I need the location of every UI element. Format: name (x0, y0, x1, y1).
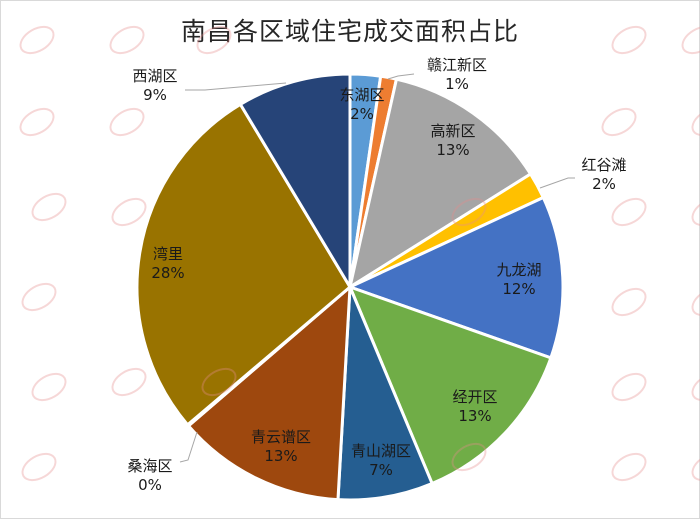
data-label: 经开区 13% (452, 388, 497, 426)
data-label: 九龙湖 12% (496, 261, 541, 299)
data-label-category: 东湖区 (339, 86, 385, 104)
data-label-percent: 9% (143, 86, 167, 104)
leader-line-sanghai (179, 431, 198, 463)
data-label-category: 青山湖区 (350, 442, 412, 460)
data-label-category: 桑海区 (127, 457, 173, 475)
data-label-percent: 13% (458, 407, 492, 425)
data-label-percent: 2% (592, 175, 616, 193)
data-label: 红谷滩 2% (581, 156, 626, 194)
data-label: 西湖区 9% (132, 67, 177, 105)
data-label-category: 高新区 (430, 122, 476, 140)
leader-line-ganjiang (387, 73, 415, 80)
data-label-category: 经开区 (452, 388, 498, 406)
leader-line-honggutan (539, 177, 575, 189)
data-label-percent: 12% (502, 280, 536, 298)
data-label: 青云谱区 13% (251, 428, 311, 466)
pie-slice[interactable] (348, 77, 533, 289)
data-label-category: 九龙湖 (496, 261, 542, 279)
pie-slice[interactable] (348, 285, 553, 486)
data-label-category: 青云谱区 (250, 428, 312, 446)
data-label: 高新区 13% (430, 122, 475, 160)
data-label-category: 湾里 (152, 245, 183, 263)
leader-line-xihu (185, 82, 287, 91)
data-label: 东湖区 2% (339, 86, 384, 124)
data-label: 赣江新区 1% (427, 56, 487, 94)
data-label-percent: 7% (369, 461, 393, 479)
data-label-percent: 2% (350, 105, 374, 123)
pie-slice[interactable] (238, 72, 352, 289)
data-label: 青山湖区 7% (351, 442, 411, 480)
data-label-category: 红谷滩 (581, 156, 627, 174)
pie-slice[interactable] (135, 102, 352, 427)
data-label: 湾里 28% (151, 245, 184, 283)
data-label-category: 西湖区 (132, 67, 178, 85)
data-label-percent: 0% (138, 476, 162, 494)
pie-slice[interactable] (186, 285, 352, 502)
pie-slice[interactable] (348, 196, 565, 360)
data-label-percent: 28% (151, 264, 185, 282)
data-label-percent: 13% (436, 141, 470, 159)
pie-slices (135, 72, 565, 502)
chart-title: 南昌各区域住宅成交面积占比 (180, 17, 519, 46)
data-label-percent: 1% (445, 75, 469, 93)
data-label-category: 赣江新区 (426, 56, 488, 74)
data-label-percent: 13% (264, 447, 298, 465)
leader-lines (179, 73, 575, 463)
data-label: 桑海区 0% (127, 457, 172, 495)
